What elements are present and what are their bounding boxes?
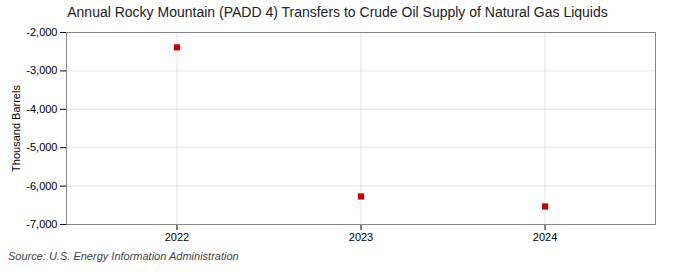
svg-text:2022: 2022 [165,231,189,243]
svg-text:-4,000: -4,000 [26,103,57,115]
svg-text:2024: 2024 [533,231,557,243]
svg-text:-6,000: -6,000 [26,180,57,192]
html-text:Annual Rocky Mountain (PADD 4): Annual Rocky Mountain (PADD 4) Transfers… [67,4,608,20]
svg-text:Thousand Barrels: Thousand Barrels [10,85,22,172]
svg-text:-2,000: -2,000 [26,26,57,38]
svg-text:-3,000: -3,000 [26,64,57,76]
svg-text:-7,000: -7,000 [26,218,57,230]
svg-text:2023: 2023 [349,231,373,243]
html-text:Source: U.S. Energy Informatio: Source: U.S. Energy Information Administ… [8,250,239,262]
svg-text:-5,000: -5,000 [26,141,57,153]
